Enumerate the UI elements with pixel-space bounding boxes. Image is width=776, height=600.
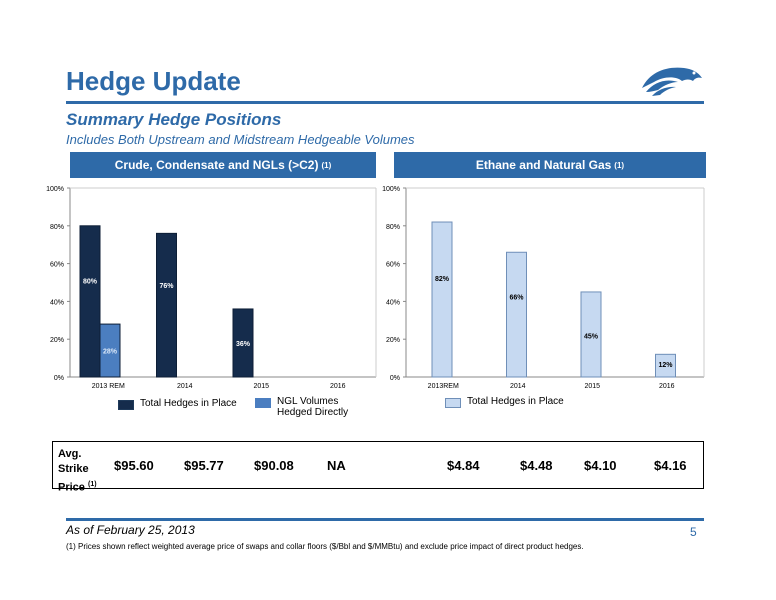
strike-price-gas-2015: $4.10 xyxy=(584,458,617,473)
gas-bar-label: 82% xyxy=(435,276,450,283)
gas-bar xyxy=(580,291,602,378)
gas-bar xyxy=(431,221,453,378)
crude-bar xyxy=(99,323,121,378)
gas-y-tick-label: 80% xyxy=(386,224,400,231)
gas-x-tick-label: 2015 xyxy=(584,383,600,390)
crude-panel-title: Crude, Condensate and NGLs (>C2) xyxy=(114,158,319,172)
gas-hedge-chart: 0% 20% 40% 60% 80% 100% 2013REM 2014 2015 2016 82%… xyxy=(382,186,705,390)
strike-label-footnote-ref: (1) xyxy=(87,481,97,488)
gas-x-tick-label: 2013REM xyxy=(428,383,459,390)
crude-bar-label: 76% xyxy=(159,283,174,290)
crude-x-tick-label: 2015 xyxy=(253,383,269,390)
legend-swatch-navy xyxy=(118,400,134,410)
strike-price-box xyxy=(52,441,704,489)
crude-x-tick-label: 2014 xyxy=(177,383,193,390)
legend-label: NGL Volumes Hedged Directly xyxy=(277,396,348,418)
crude-bar xyxy=(232,308,254,378)
page-title: Hedge Update xyxy=(66,66,241,96)
section-subtitle: Summary Hedge Positions xyxy=(66,110,282,129)
crude-y-tick-label: 20% xyxy=(50,337,64,344)
page-number: 5 xyxy=(690,525,697,539)
crude-y-tick-label: 60% xyxy=(50,262,64,269)
crude-x-tick-label: 2013 REM xyxy=(92,383,125,390)
crude-bar-label: 36% xyxy=(236,341,251,348)
legend-swatch-light xyxy=(445,398,461,408)
crude-y-tick-label: 0% xyxy=(54,375,64,382)
strike-price-crude-2013: $95.60 xyxy=(114,458,154,473)
title-divider xyxy=(66,101,704,104)
gas-y-tick-label: 100% xyxy=(382,186,400,193)
legend-swatch-blue xyxy=(255,398,271,408)
strike-price-crude-2015: $90.08 xyxy=(254,458,294,473)
legend-label: Total Hedges in Place xyxy=(467,396,564,407)
footnote: (1) Prices shown reflect weighted averag… xyxy=(66,542,584,551)
strike-price-gas-2014: $4.48 xyxy=(520,458,553,473)
crude-y-tick-label: 40% xyxy=(50,299,64,306)
crude-y-tick-label: 80% xyxy=(50,224,64,231)
legend-label-line2: Hedged Directly xyxy=(277,407,349,418)
gas-x-tick-label: 2014 xyxy=(510,383,526,390)
crude-x-tick-label: 2016 xyxy=(330,383,346,390)
gas-bar-label: 45% xyxy=(584,334,599,341)
crude-panel-footnote-ref: (1) xyxy=(321,160,332,170)
crude-bar-label: 80% xyxy=(83,278,98,285)
crude-bar xyxy=(156,232,177,378)
crude-y-tick-label: 100% xyxy=(46,186,64,193)
legend-label: Total Hedges in Place xyxy=(140,398,237,409)
gas-y-tick-label: 20% xyxy=(386,337,400,344)
legend-label-line1: NGL Volumes xyxy=(277,396,339,407)
gas-bar-label: 66% xyxy=(509,295,524,302)
strike-price-crude-2014: $95.77 xyxy=(184,458,224,473)
strike-price-gas-2013: $4.84 xyxy=(447,458,480,473)
footer-divider xyxy=(66,518,704,521)
legend-ngl-direct: NGL Volumes Hedged Directly xyxy=(255,396,348,418)
crude-bar xyxy=(79,225,101,378)
legend-total-hedges-right: Total Hedges in Place xyxy=(445,396,564,408)
gas-bar xyxy=(655,353,676,378)
strike-price-label: Avg. Strike Price (1) xyxy=(58,447,97,496)
gas-panel-footnote-ref: (1) xyxy=(614,160,625,170)
legend-total-hedges-left: Total Hedges in Place xyxy=(118,398,237,410)
crude-hedge-chart: 0% 20% 40% 60% 80% 100% 2013 REM 2014 2015 2016 80… xyxy=(46,186,377,390)
crude-bar-label: 28% xyxy=(103,349,118,356)
gas-y-tick-label: 40% xyxy=(386,299,400,306)
section-description: Includes Both Upstream and Midstream Hed… xyxy=(66,132,415,147)
crude-panel-header: Crude, Condensate and NGLs (>C2) (1) xyxy=(70,152,376,178)
gas-panel-title: Ethane and Natural Gas xyxy=(475,158,612,172)
gas-y-tick-label: 0% xyxy=(390,375,400,382)
gas-x-tick-label: 2016 xyxy=(659,383,675,390)
strike-price-crude-2016: NA xyxy=(327,458,346,473)
gas-y-tick-label: 60% xyxy=(386,262,400,269)
as-of-date: As of February 25, 2013 xyxy=(66,523,195,537)
strike-label-line1: Avg. xyxy=(58,448,82,460)
strike-price-gas-2016: $4.16 xyxy=(654,458,687,473)
strike-label-line3: Price xyxy=(58,481,85,494)
gas-bar xyxy=(506,251,527,378)
gas-bar-label: 12% xyxy=(658,362,673,369)
eagle-logo-icon xyxy=(642,67,702,96)
gas-panel-header: Ethane and Natural Gas (1) xyxy=(394,152,706,178)
strike-label-line2: Strike xyxy=(58,463,89,475)
